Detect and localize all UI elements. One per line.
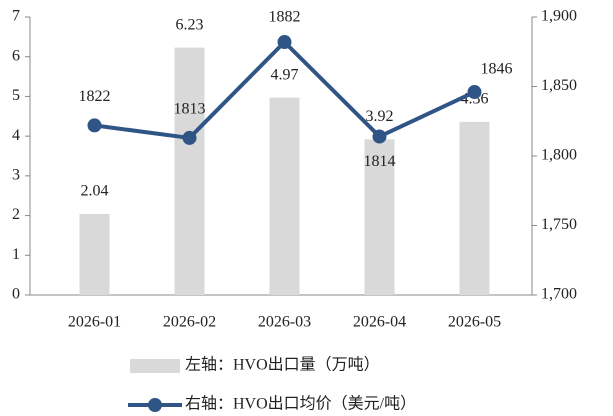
y-tick-label: 5 bbox=[12, 87, 20, 104]
y-tick-label: 7 bbox=[12, 8, 20, 25]
y-tick-label: 6 bbox=[12, 47, 20, 64]
legend-label: 右轴：HVO出口均价（美元/吨） bbox=[185, 395, 416, 413]
y2-tick-label: 1,850 bbox=[541, 77, 577, 94]
bar-value-label: 3.92 bbox=[366, 108, 394, 125]
line-value-label: 1882 bbox=[269, 9, 301, 26]
bar bbox=[269, 97, 300, 296]
bar bbox=[79, 213, 110, 295]
bar-value-label: 2.04 bbox=[81, 183, 109, 200]
line-marker bbox=[372, 129, 387, 144]
legend-swatch bbox=[148, 398, 162, 412]
y2-tick-label: 1,900 bbox=[541, 8, 577, 25]
line-value-label: 1814 bbox=[364, 153, 396, 170]
bar bbox=[459, 121, 490, 296]
line-marker bbox=[277, 35, 292, 50]
legend-swatch bbox=[130, 359, 180, 373]
y2-tick-label: 1,800 bbox=[541, 147, 577, 164]
line-marker bbox=[87, 118, 102, 133]
bar bbox=[174, 47, 205, 295]
x-tick-label: 2026-01 bbox=[68, 314, 121, 331]
line-value-label: 1846 bbox=[481, 61, 513, 78]
y-tick-label: 4 bbox=[12, 127, 20, 144]
line-value-label: 1822 bbox=[79, 88, 111, 105]
line-value-label: 1813 bbox=[174, 101, 206, 118]
line-marker bbox=[467, 85, 482, 100]
bar bbox=[364, 139, 395, 295]
y-tick-label: 1 bbox=[12, 246, 20, 263]
bar-value-label: 4.97 bbox=[271, 66, 299, 83]
x-tick-label: 2026-04 bbox=[353, 314, 406, 331]
y-tick-label: 2 bbox=[12, 206, 20, 223]
x-tick-label: 2026-02 bbox=[163, 314, 216, 331]
y-tick-label: 3 bbox=[12, 167, 20, 184]
x-tick-label: 2026-05 bbox=[448, 314, 501, 331]
legend-label: 左轴：HVO出口量（万吨） bbox=[185, 356, 380, 374]
y2-tick-label: 1,700 bbox=[541, 286, 577, 303]
bar-value-label: 6.23 bbox=[176, 16, 204, 33]
y2-tick-label: 1,750 bbox=[541, 216, 577, 233]
line-marker bbox=[182, 130, 197, 145]
x-tick-label: 2026-03 bbox=[258, 314, 311, 331]
y-tick-label: 0 bbox=[12, 286, 20, 303]
